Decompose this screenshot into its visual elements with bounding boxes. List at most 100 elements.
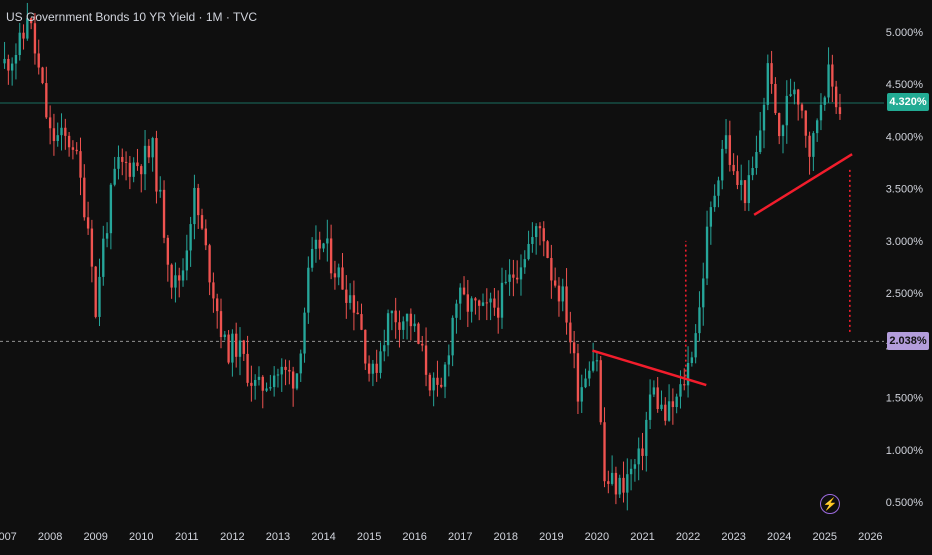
candle-body xyxy=(405,313,409,322)
candles-layer xyxy=(3,2,842,511)
candle-body xyxy=(280,366,283,375)
candle-body xyxy=(409,313,413,327)
candle-body xyxy=(683,384,686,386)
candle-body xyxy=(170,264,173,288)
candle-body xyxy=(105,233,109,239)
candle-body xyxy=(288,369,291,372)
candle-body xyxy=(261,376,264,391)
candle-body xyxy=(652,387,656,395)
candle-body xyxy=(303,312,306,354)
candle-body xyxy=(478,300,481,306)
level-layer xyxy=(0,102,884,342)
y-tick-label: 4.500% xyxy=(886,79,924,91)
x-axis: 2007 2008 2009 2010 2011 2012 2013 2014 2015 2016… xyxy=(0,531,883,543)
candle-body xyxy=(432,377,435,391)
candle-body xyxy=(181,270,185,281)
candle-body xyxy=(645,419,648,456)
candle-body xyxy=(109,184,113,234)
candle-body xyxy=(197,187,200,216)
candle-body xyxy=(33,23,37,54)
candle-body xyxy=(800,104,804,111)
candle-body xyxy=(307,267,310,313)
y-tick-label: 4.000% xyxy=(886,131,924,143)
candle-body xyxy=(379,351,382,373)
candle-body xyxy=(242,340,245,354)
candle-body xyxy=(291,371,295,389)
candle-body xyxy=(724,135,728,149)
candle-body xyxy=(443,364,447,387)
x-tick-label: 2021 xyxy=(630,531,654,543)
candle-body xyxy=(557,285,561,302)
overlays-layer xyxy=(592,153,853,387)
candle-body xyxy=(348,295,352,303)
candle-body xyxy=(705,226,709,279)
candle-body xyxy=(804,110,807,136)
candle-body xyxy=(231,333,234,363)
candle-body xyxy=(390,310,394,314)
candle-body xyxy=(812,133,815,157)
candle-body xyxy=(747,175,750,204)
x-tick-label: 2020 xyxy=(585,531,609,543)
candle-body xyxy=(561,286,564,302)
candle-body xyxy=(22,32,25,39)
candle-body xyxy=(591,361,595,371)
candle-body xyxy=(516,277,519,280)
candle-body xyxy=(717,180,720,196)
candle-body xyxy=(497,307,500,318)
x-tick-label: 2014 xyxy=(311,531,335,543)
candle-body xyxy=(132,162,135,177)
candle-body xyxy=(71,147,75,150)
lightning-bolt-icon[interactable]: ⚡ xyxy=(820,494,840,514)
candle-body xyxy=(709,207,713,227)
candle-body xyxy=(736,171,739,185)
x-tick-label: 2016 xyxy=(402,531,426,543)
candle-body xyxy=(470,298,473,312)
candle-body xyxy=(18,32,21,55)
candle-body xyxy=(75,149,78,152)
candle-body xyxy=(421,343,424,346)
y-tick-label: 3.000% xyxy=(886,236,924,248)
candle-body xyxy=(774,83,777,114)
candle-body xyxy=(424,345,428,375)
candle-body xyxy=(485,302,488,304)
candle-body xyxy=(481,302,485,306)
candle-body xyxy=(185,250,189,271)
candle-body xyxy=(272,375,276,388)
candle-body xyxy=(200,215,204,229)
candle-body xyxy=(37,53,40,68)
candle-body xyxy=(489,298,492,303)
candle-body xyxy=(660,404,663,410)
candle-body xyxy=(162,189,166,238)
candle-body xyxy=(257,376,261,380)
candle-body xyxy=(534,226,538,238)
candle-body xyxy=(159,189,162,192)
candle-body xyxy=(504,281,507,283)
candle-body xyxy=(329,238,333,274)
level-price-badge: 2.038% xyxy=(887,332,929,350)
y-tick-label: 0.500% xyxy=(886,497,924,509)
candle-body xyxy=(462,287,466,295)
candle-body xyxy=(770,63,773,84)
candle-body xyxy=(648,394,652,420)
candle-body xyxy=(633,464,637,469)
candle-body xyxy=(364,329,367,364)
candle-body xyxy=(155,138,158,192)
x-tick-label: 2025 xyxy=(813,531,837,543)
candle-body xyxy=(428,374,432,391)
x-tick-label: 2015 xyxy=(357,531,381,543)
candle-body xyxy=(622,477,625,493)
candle-body xyxy=(447,355,451,365)
candle-body xyxy=(310,248,314,268)
candle-body xyxy=(778,113,781,137)
candle-body xyxy=(641,448,644,456)
candle-body xyxy=(41,67,44,84)
candle-body xyxy=(656,387,659,410)
candle-body xyxy=(356,312,359,315)
candle-body xyxy=(204,228,207,246)
candle-body xyxy=(417,323,420,344)
candle-body xyxy=(318,239,321,249)
candle-body xyxy=(721,148,724,181)
candle-body xyxy=(14,54,18,64)
